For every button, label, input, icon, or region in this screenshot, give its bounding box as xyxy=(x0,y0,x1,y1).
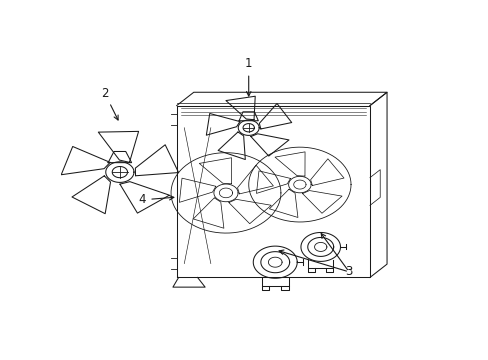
Text: 2: 2 xyxy=(101,87,118,120)
Text: 3: 3 xyxy=(345,265,352,278)
Text: 4: 4 xyxy=(139,193,173,206)
Text: 1: 1 xyxy=(244,58,252,96)
